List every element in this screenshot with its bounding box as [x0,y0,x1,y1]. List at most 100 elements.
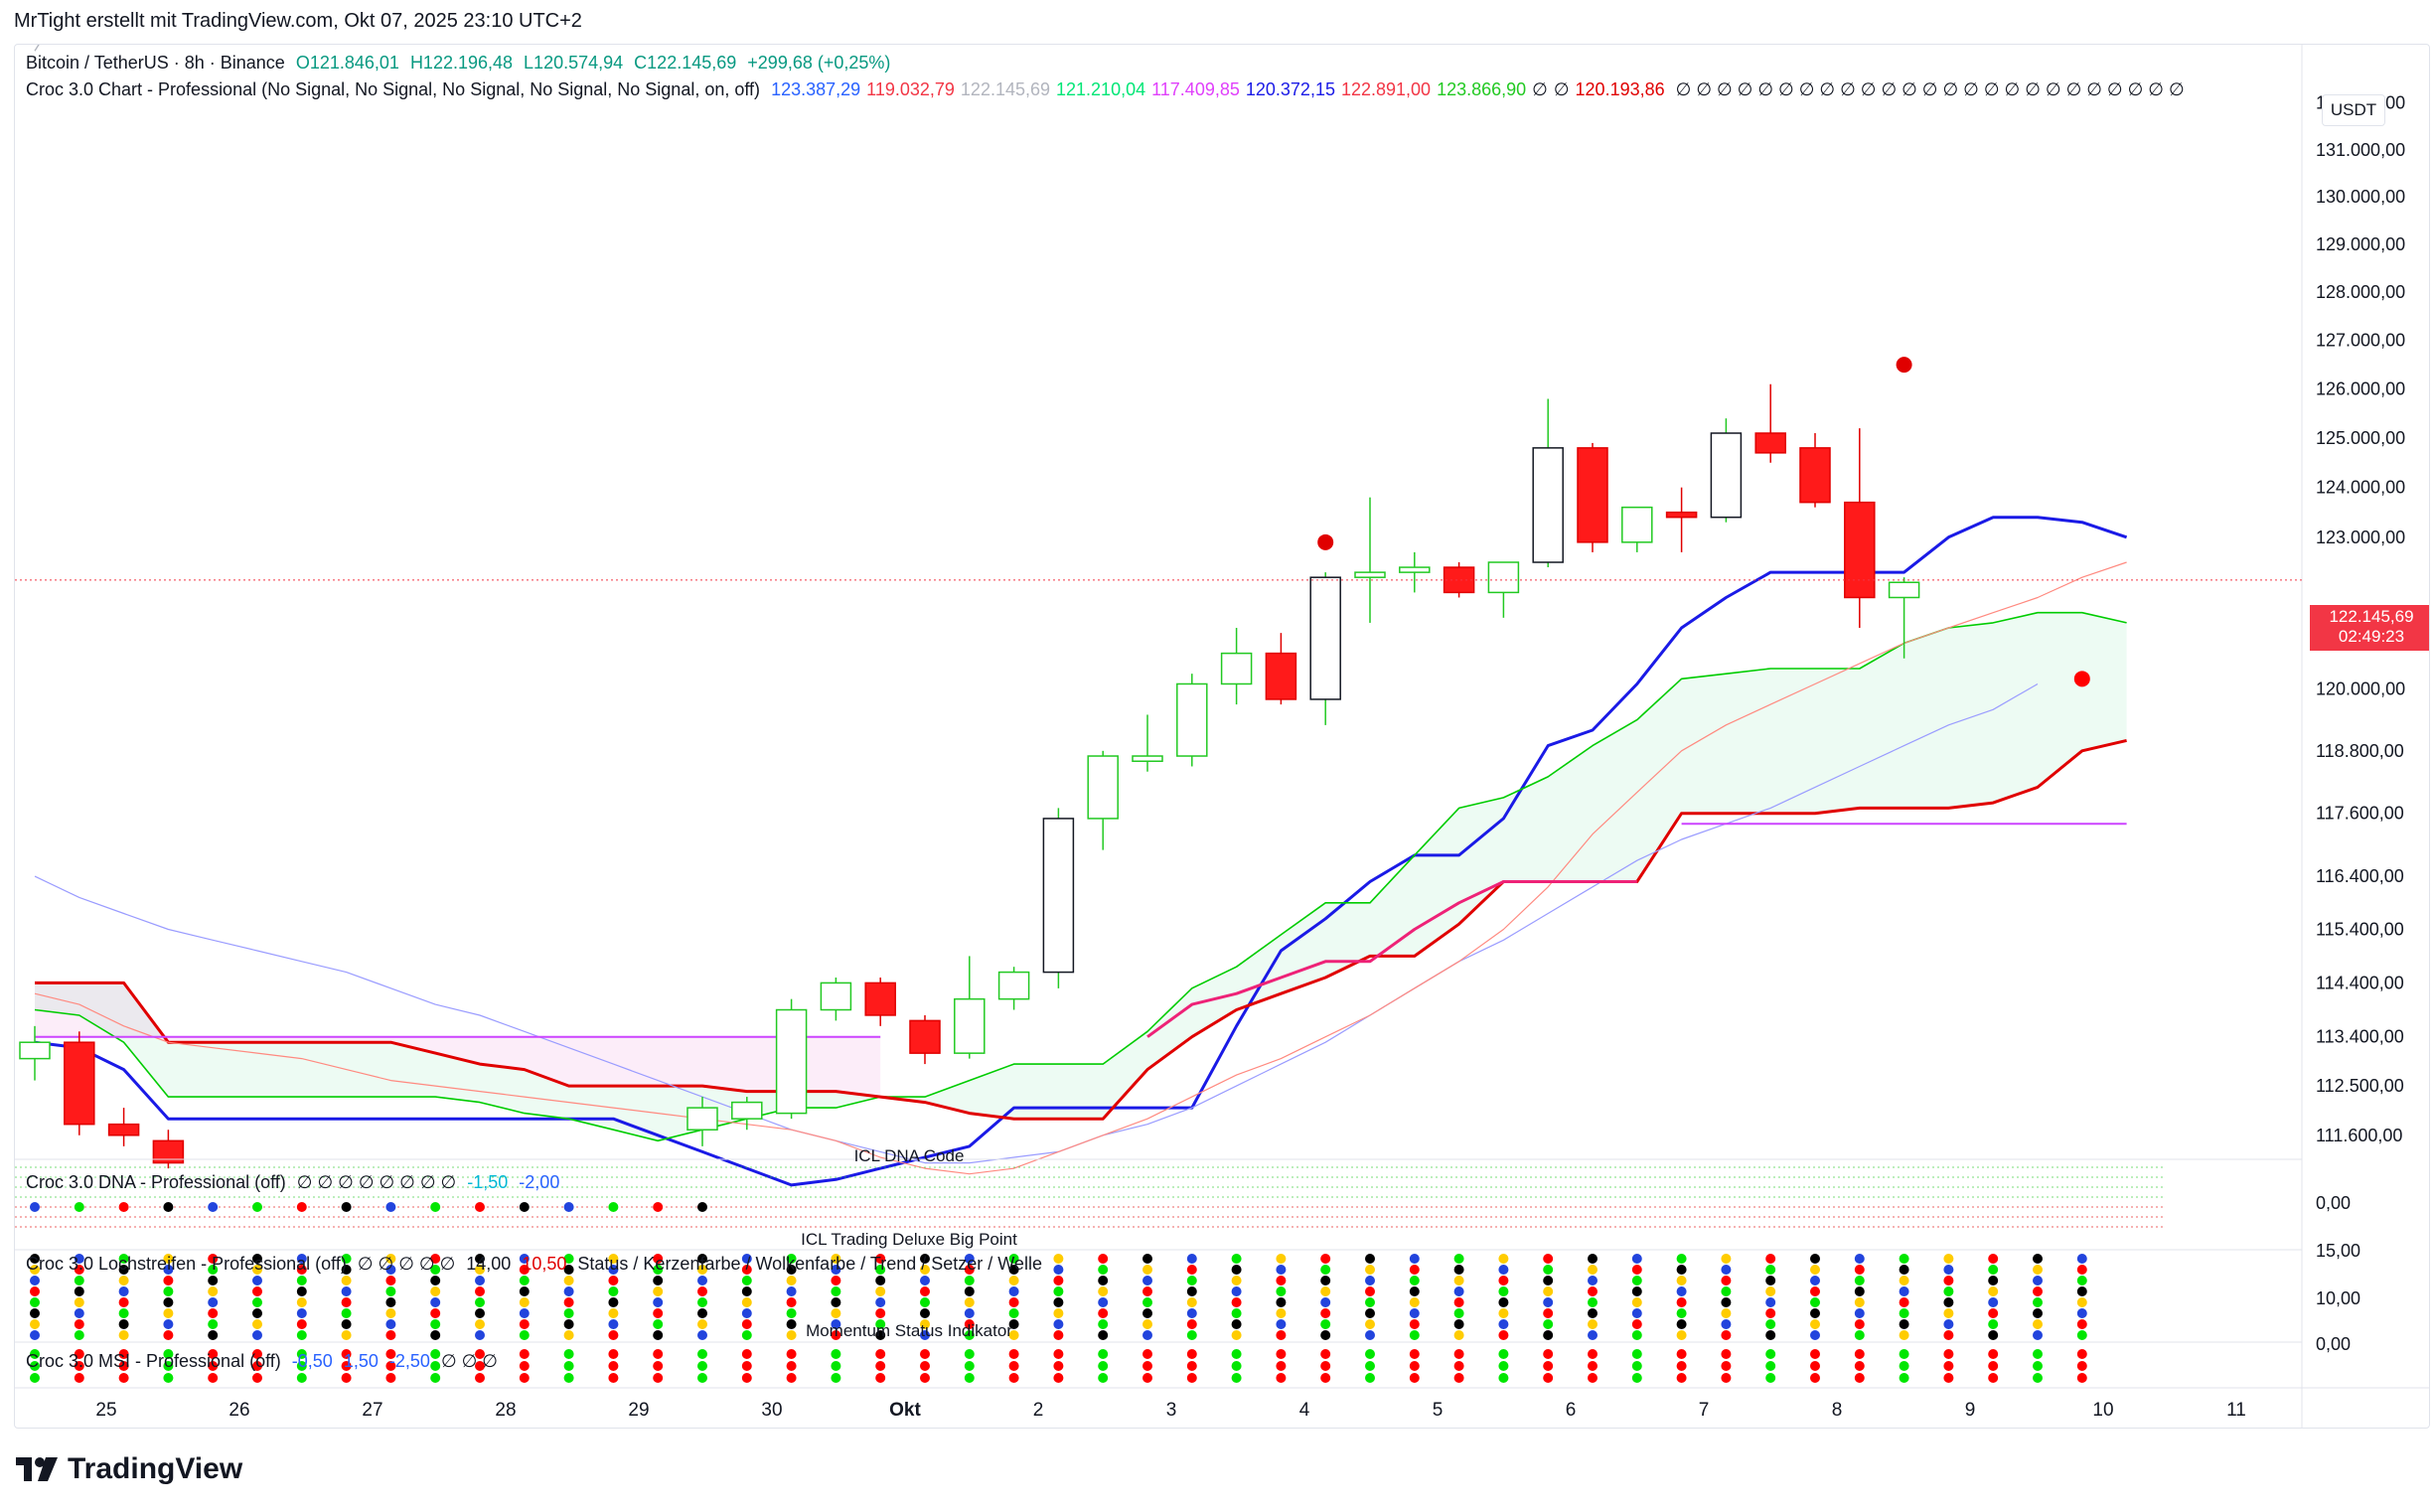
candle-body [1132,755,1163,763]
msi-dot [74,1361,84,1371]
msi-dot [208,1361,219,1371]
candle[interactable] [1710,418,1743,523]
candle[interactable] [152,1130,185,1169]
lochstreifen-indicator-label[interactable]: Croc 3.0 Lochstreifen - Professional (of… [26,1254,1042,1275]
indicator-legend[interactable]: Croc 3.0 Chart - Professional (No Signal… [26,79,2185,100]
lochstreifen-dot [1765,1319,1776,1329]
currency-button[interactable]: USDT [2322,94,2385,126]
msi-dot [1988,1361,1999,1371]
main-chart-svg[interactable]: 132.000,00131.000,00130.000,00129.000,00… [15,45,2429,1428]
msi-label[interactable]: Croc 3.0 MSI - Professional (off) [26,1351,281,1371]
candle[interactable] [909,1014,941,1065]
lochstreifen-dot [1409,1319,1420,1329]
candle[interactable] [1132,714,1163,772]
lochstreifen-dot [1098,1330,1109,1340]
candle-body [1799,447,1831,504]
msi-dot [1053,1373,1064,1383]
lochstreifen-dot [2033,1308,2043,1318]
candle[interactable] [64,1031,95,1135]
dna-dot [608,1202,619,1212]
candle[interactable] [1265,633,1297,705]
lochstreifen-dot [1899,1254,1909,1264]
symbol-legend[interactable]: Bitcoin / TetherUS · 8h · Binance O121.8… [26,53,890,74]
candle[interactable] [1087,750,1119,850]
lochstreifen-dot [208,1330,219,1340]
candle[interactable] [731,1097,763,1131]
indicator-name[interactable]: Croc 3.0 Chart - Professional (No Signal… [26,79,761,99]
candle[interactable] [1888,577,1920,659]
candle[interactable] [107,1108,140,1146]
lochstreifen-dot [1631,1254,1642,1264]
candle[interactable] [1577,442,1608,552]
msi-dot [1453,1349,1464,1359]
indicator-overlay-caption: Momentum Status Indikator [806,1321,1012,1340]
candle[interactable] [1176,674,1208,767]
candle[interactable] [1220,628,1253,705]
lochstreifen-dot [697,1297,707,1307]
candle[interactable] [864,978,896,1026]
lochstreifen-dot [118,1297,129,1307]
lochstreifen-dot [1053,1254,1064,1264]
candle[interactable] [19,1025,51,1081]
lochstreifen-dot [475,1254,485,1264]
lochstreifen-dot [30,1308,40,1318]
msi-dot [1320,1349,1331,1359]
candle[interactable] [1487,561,1520,618]
lochstreifen-dot [475,1286,485,1296]
lochstreifen-dot [1543,1330,1554,1340]
lochstreifen-dot [475,1319,485,1329]
lochstreifen-dot [1765,1297,1776,1307]
lochstreifen-dot [1676,1308,1687,1318]
candle[interactable] [1799,433,1831,508]
msi-dot [430,1361,441,1371]
candle[interactable] [820,978,852,1021]
msi-dot [163,1373,174,1383]
lochstreifen-dot [608,1254,619,1264]
lochstreifen-dot [1098,1286,1109,1296]
candle[interactable] [1354,497,1386,623]
lochstreifen-dot [653,1308,664,1318]
tradingview-logo[interactable]: TradingView [16,1452,242,1486]
candle[interactable] [1532,398,1564,568]
lochstreifen-dot [208,1297,219,1307]
dna-indicator-label[interactable]: Croc 3.0 DNA - Professional (off) ∅ ∅ ∅ … [26,1172,559,1193]
lochstreifen-dot [341,1265,352,1275]
lochstreifen-dot [563,1297,574,1307]
candle[interactable] [1399,551,1431,593]
time-tick-label: 27 [362,1400,382,1421]
lochstreifen-dot [786,1265,797,1275]
candle[interactable] [997,967,1030,1010]
msi-indicator-label[interactable]: Croc 3.0 MSI - Professional (off) -0,50 … [26,1351,498,1372]
price-tick-label: 120.000,00 [2316,680,2405,699]
lochstreifen-dot [1365,1297,1375,1307]
lochstreifen-dot [1098,1254,1109,1264]
candle[interactable] [1844,428,1876,629]
candle[interactable] [1443,562,1475,598]
lochstreifen-dot [385,1265,396,1275]
lochstreifen-dot [1186,1319,1197,1329]
dna-label[interactable]: Croc 3.0 DNA - Professional (off) [26,1172,286,1192]
candle-body [1443,566,1475,594]
lochstreifen-label[interactable]: Croc 3.0 Lochstreifen - Professional (of… [26,1254,347,1274]
candle[interactable] [775,998,808,1120]
signal-marker [1317,533,1334,550]
lochstreifen-dot [1854,1330,1865,1340]
ohlc-open: O121.846,01 [295,53,399,73]
chart-frame[interactable]: 132.000,00131.000,00130.000,00129.000,00… [14,44,2430,1429]
candle[interactable] [1309,572,1341,725]
candle[interactable] [1754,383,1786,463]
lochstreifen-dot [1098,1308,1109,1318]
lochstreifen-dot [1453,1265,1464,1275]
lochstreifen-dot [1588,1330,1598,1340]
symbol-name[interactable]: Bitcoin / TetherUS · 8h · Binance [26,53,285,73]
candle[interactable] [1665,487,1698,552]
candle[interactable] [954,956,986,1059]
dna-dot [341,1202,352,1212]
lochstreifen-dot [1276,1330,1287,1340]
msi-dot [1098,1373,1109,1383]
msi-dot [1854,1373,1865,1383]
candle[interactable] [686,1097,718,1146]
lochstreifen-dot [786,1319,797,1329]
candle[interactable] [1042,808,1075,988]
candle[interactable] [1621,506,1653,552]
